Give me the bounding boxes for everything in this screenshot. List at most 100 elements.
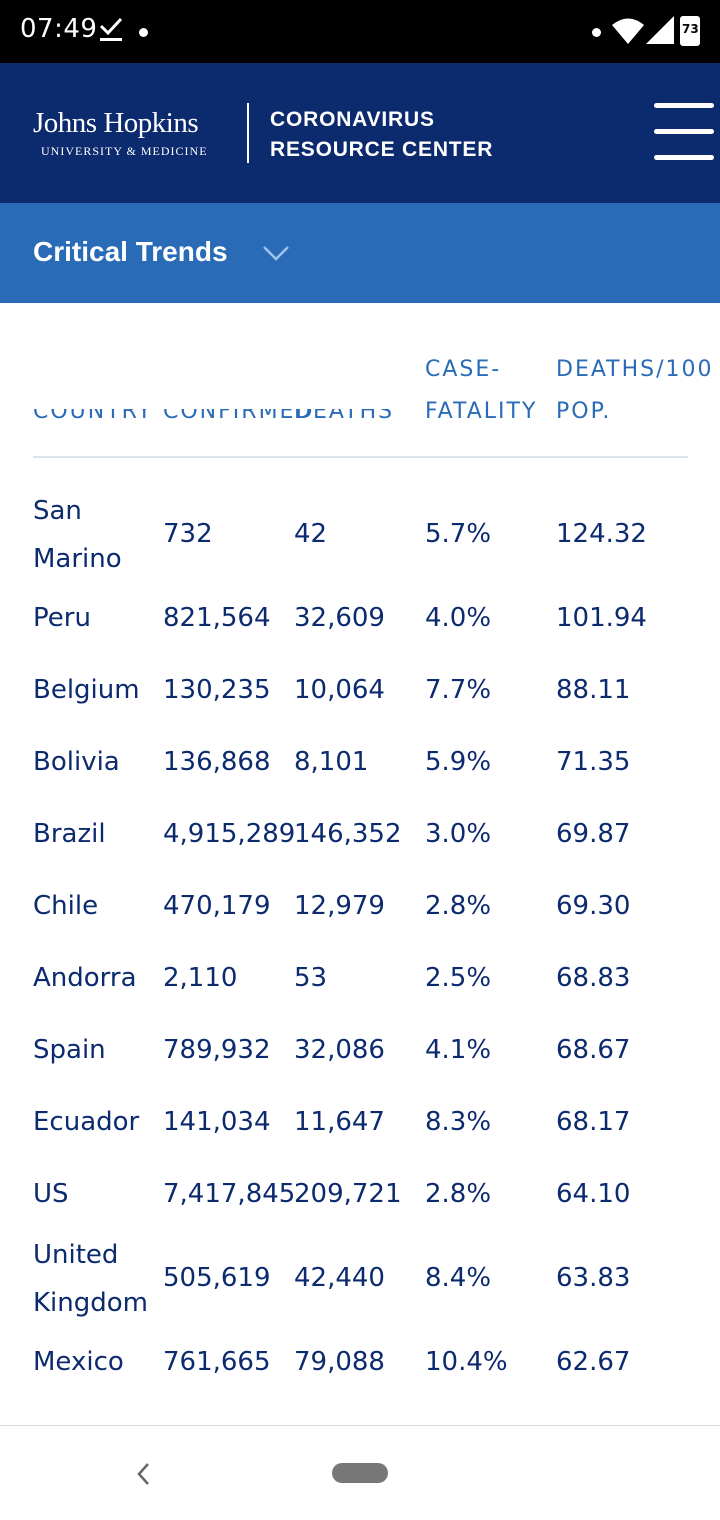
cell-case-fatality: 7.7% [425, 675, 492, 705]
column-header-deaths-per-pop-line1[interactable]: DEATHS/100 [556, 357, 714, 382]
jhu-logo[interactable]: Johns Hopkins UNIVERSITY & MEDICINE [33, 107, 208, 159]
table-row: Chile 470,179 12,979 2.8% 69.30 [0, 871, 720, 943]
cell-case-fatality: 8.3% [425, 1107, 492, 1137]
table-row: San Marino 732 42 5.7% 124.32 [0, 487, 720, 583]
site-header: Johns Hopkins UNIVERSITY & MEDICINE CORO… [0, 63, 720, 203]
cell-deaths: 10,064 [294, 675, 385, 705]
cell-confirmed: 7,417,845 [163, 1179, 296, 1209]
cell-country: San Marino [33, 496, 122, 574]
table-row: Spain 789,932 32,086 4.1% 68.67 [0, 1015, 720, 1087]
chevron-down-icon [263, 246, 289, 261]
table-row: United Kingdom 505,619 42,440 8.4% 63.83 [0, 1231, 720, 1327]
column-header-deaths-per-pop-line2[interactable]: POP. [556, 399, 612, 424]
cell-country: Ecuador [33, 1107, 140, 1137]
cell-confirmed: 136,868 [163, 747, 271, 777]
column-header-cfr-line2[interactable]: FATALITY [425, 399, 538, 424]
cell-country: Andorra [33, 963, 137, 993]
cell-deaths-per-pop: 68.17 [556, 1107, 631, 1137]
logo-main-text: Johns Hopkins [33, 107, 199, 139]
cell-confirmed: 761,665 [163, 1347, 271, 1377]
back-chevron-icon[interactable] [130, 1456, 158, 1492]
cell-case-fatality: 2.8% [425, 891, 492, 921]
column-header-deaths[interactable]: DEATHS [294, 409, 395, 423]
cell-deaths: 11,647 [294, 1107, 385, 1137]
cell-country: Bolivia [33, 747, 120, 777]
cell-case-fatality: 4.1% [425, 1035, 492, 1065]
cell-country: Brazil [33, 819, 106, 849]
cell-deaths: 32,086 [294, 1035, 385, 1065]
hamburger-icon-line [654, 155, 714, 160]
cell-confirmed: 732 [163, 519, 213, 549]
cell-deaths-per-pop: 71.35 [556, 747, 631, 777]
cell-confirmed: 130,235 [163, 675, 271, 705]
cell-case-fatality: 10.4% [425, 1347, 508, 1377]
hamburger-menu-button[interactable] [652, 101, 714, 163]
cell-deaths-per-pop: 68.83 [556, 963, 631, 993]
cell-confirmed: 2,110 [163, 963, 238, 993]
table-row: Bolivia 136,868 8,101 5.9% 71.35 [0, 727, 720, 799]
critical-trends-dropdown[interactable]: Critical Trends [0, 203, 720, 303]
table-row: Peru 821,564 32,609 4.0% 101.94 [0, 583, 720, 655]
battery-icon: 73 [680, 16, 700, 46]
cell-confirmed: 821,564 [163, 603, 271, 633]
home-pill-icon[interactable] [332, 1463, 388, 1483]
status-bar: 07:49 73 [0, 0, 720, 63]
cell-country: Spain [33, 1035, 106, 1065]
cell-deaths-per-pop: 69.87 [556, 819, 631, 849]
cell-case-fatality: 5.7% [425, 519, 492, 549]
table-row: US 7,417,845 209,721 2.8% 64.10 [0, 1159, 720, 1231]
cell-deaths-per-pop: 62.67 [556, 1347, 631, 1377]
column-header-country[interactable]: COUNTRY [33, 409, 153, 423]
cell-deaths-per-pop: 101.94 [556, 603, 647, 633]
cell-country: United Kingdom [33, 1240, 148, 1318]
cell-case-fatality: 8.4% [425, 1263, 492, 1293]
cell-confirmed: 141,034 [163, 1107, 271, 1137]
table-row: Brazil 4,915,289 146,352 3.0% 69.87 [0, 799, 720, 871]
cell-case-fatality: 5.9% [425, 747, 492, 777]
cell-deaths-per-pop: 68.67 [556, 1035, 631, 1065]
cell-deaths: 209,721 [294, 1179, 402, 1209]
cell-confirmed: 470,179 [163, 891, 271, 921]
cell-deaths: 146,352 [294, 819, 402, 849]
cell-deaths: 8,101 [294, 747, 369, 777]
hamburger-icon-line [654, 129, 714, 134]
critical-trends-table[interactable]: COUNTRY CONFIRMED DEATHS CASE- FATALITY … [0, 303, 720, 1425]
battery-level: 73 [682, 22, 699, 36]
cell-deaths: 42 [294, 519, 328, 549]
cell-country: US [33, 1179, 69, 1209]
cell-confirmed: 4,915,289 [163, 819, 296, 849]
logo-sub-text: UNIVERSITY & MEDICINE [41, 144, 208, 158]
cell-confirmed: 505,619 [163, 1263, 271, 1293]
status-time: 07:49 [20, 14, 98, 44]
cell-deaths-per-pop: 63.83 [556, 1263, 631, 1293]
table-row: Belgium 130,235 10,064 7.7% 88.11 [0, 655, 720, 727]
table-row: Andorra 2,110 53 2.5% 68.83 [0, 943, 720, 1015]
header-divider [247, 103, 249, 163]
cell-deaths: 53 [294, 963, 328, 993]
table-header-divider [33, 456, 688, 458]
table-row: Ecuador 141,034 11,647 8.3% 68.17 [0, 1087, 720, 1159]
system-nav-bar [0, 1425, 720, 1520]
cell-deaths: 12,979 [294, 891, 385, 921]
download-done-icon [99, 17, 123, 41]
cell-country: Belgium [33, 675, 140, 705]
resource-center-title[interactable]: CORONAVIRUS RESOURCE CENTER [270, 108, 494, 161]
notification-dot-icon [592, 28, 601, 37]
cell-country: Mexico [33, 1347, 124, 1377]
notification-dot-icon [139, 28, 148, 37]
cell-deaths: 79,088 [294, 1347, 385, 1377]
cell-case-fatality: 4.0% [425, 603, 492, 633]
column-header-confirmed[interactable]: CONFIRMED [163, 409, 315, 423]
cell-deaths: 32,609 [294, 603, 385, 633]
signal-icon [646, 16, 674, 44]
cell-deaths-per-pop: 88.11 [556, 675, 631, 705]
cell-country: Chile [33, 891, 99, 921]
cell-deaths: 42,440 [294, 1263, 385, 1293]
column-header-cfr-line1[interactable]: CASE- [425, 357, 502, 382]
cell-deaths-per-pop: 64.10 [556, 1179, 631, 1209]
cell-deaths-per-pop: 124.32 [556, 519, 647, 549]
critical-trends-title: Critical Trends [33, 236, 228, 267]
cell-deaths-per-pop: 69.30 [556, 891, 631, 921]
cell-case-fatality: 3.0% [425, 819, 492, 849]
cell-case-fatality: 2.5% [425, 963, 492, 993]
